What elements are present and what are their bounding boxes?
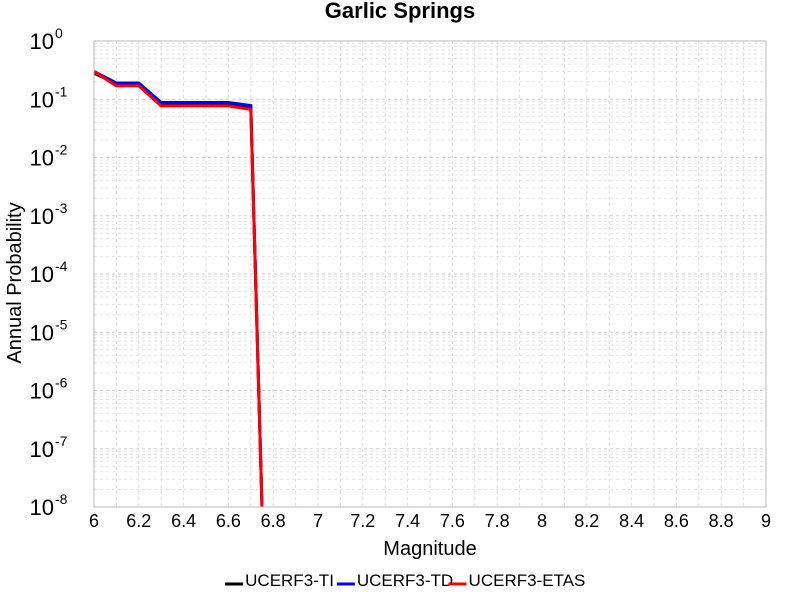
x-tick-label: 7.2 bbox=[350, 511, 375, 531]
x-axis-ticks: 6 6.2 6.4 6.6 6.8 7 7.2 7.4 7.6 7.8 8 8.2 8.4 8.6 8.8 9 bbox=[89, 511, 771, 531]
x-tick-label: 9 bbox=[761, 511, 771, 531]
y-tick-label: 10 0 bbox=[30, 25, 63, 54]
x-tick-label: 8.4 bbox=[619, 511, 644, 531]
x-tick-label: 8.6 bbox=[664, 511, 689, 531]
y-tick-base: 10 bbox=[30, 29, 54, 54]
x-tick-label: 7.6 bbox=[440, 511, 465, 531]
y-tick-label: 10 -3 bbox=[30, 200, 68, 229]
y-tick-base: 10 bbox=[30, 495, 54, 520]
y-tick-exponent: 0 bbox=[55, 25, 63, 41]
x-tick-label: 8 bbox=[537, 511, 547, 531]
y-tick-label: 10 -1 bbox=[30, 83, 68, 112]
series-line-ucerf3-etas bbox=[93, 70, 264, 508]
x-tick-label: 6.4 bbox=[171, 511, 196, 531]
y-tick-exponent: -8 bbox=[55, 491, 68, 507]
x-tick-label: 6.2 bbox=[126, 511, 151, 531]
y-tick-base: 10 bbox=[30, 204, 54, 229]
x-tick-label: 8.2 bbox=[574, 511, 599, 531]
y-tick-base: 10 bbox=[30, 262, 54, 287]
y-tick-exponent: -2 bbox=[55, 142, 68, 158]
legend-item-ucerf3-td: UCERF3-TD bbox=[336, 571, 453, 590]
x-tick-label: 6.8 bbox=[261, 511, 286, 531]
y-tick-exponent: -5 bbox=[55, 316, 68, 332]
series-line-ucerf3-td bbox=[93, 70, 264, 508]
y-tick-label: 10 -5 bbox=[30, 316, 68, 345]
y-tick-exponent: -6 bbox=[55, 375, 68, 391]
y-tick-base: 10 bbox=[30, 320, 54, 345]
y-tick-exponent: -7 bbox=[55, 433, 68, 449]
x-axis-label: Magnitude bbox=[383, 538, 476, 560]
grid bbox=[93, 41, 767, 508]
y-tick-label: 10 -7 bbox=[30, 433, 68, 462]
y-tick-label: 10 -2 bbox=[30, 142, 68, 171]
y-tick-base: 10 bbox=[30, 146, 54, 171]
y-tick-label: 10 -8 bbox=[30, 491, 68, 520]
legend: UCERF3-TI UCERF3-TD UCERF3-ETAS bbox=[225, 571, 585, 590]
x-tick-label: 6 bbox=[89, 511, 99, 531]
y-axis-label: Annual Probability bbox=[4, 202, 26, 363]
plot-frame bbox=[93, 40, 767, 508]
x-tick-label: 7 bbox=[313, 511, 323, 531]
legend-label: UCERF3-TD bbox=[357, 571, 453, 590]
chart-title: Garlic Springs bbox=[325, 0, 475, 23]
y-tick-label: 10 -6 bbox=[30, 375, 68, 404]
x-tick-label: 6.6 bbox=[216, 511, 241, 531]
y-tick-exponent: -3 bbox=[55, 200, 68, 216]
x-tick-label: 7.8 bbox=[485, 511, 510, 531]
legend-label: UCERF3-TI bbox=[245, 571, 334, 590]
y-tick-exponent: -1 bbox=[55, 83, 68, 99]
y-tick-label: 10 -4 bbox=[30, 258, 68, 287]
y-tick-base: 10 bbox=[30, 437, 54, 462]
x-tick-label: 8.8 bbox=[709, 511, 734, 531]
legend-item-ucerf3-ti: UCERF3-TI bbox=[225, 571, 334, 590]
y-tick-base: 10 bbox=[30, 379, 54, 404]
x-tick-label: 7.4 bbox=[395, 511, 420, 531]
series-lines bbox=[93, 70, 264, 508]
y-tick-exponent: -4 bbox=[55, 258, 68, 274]
y-tick-base: 10 bbox=[30, 87, 54, 112]
legend-item-ucerf3-etas: UCERF3-ETAS bbox=[448, 571, 586, 590]
legend-label: UCERF3-ETAS bbox=[469, 571, 586, 590]
